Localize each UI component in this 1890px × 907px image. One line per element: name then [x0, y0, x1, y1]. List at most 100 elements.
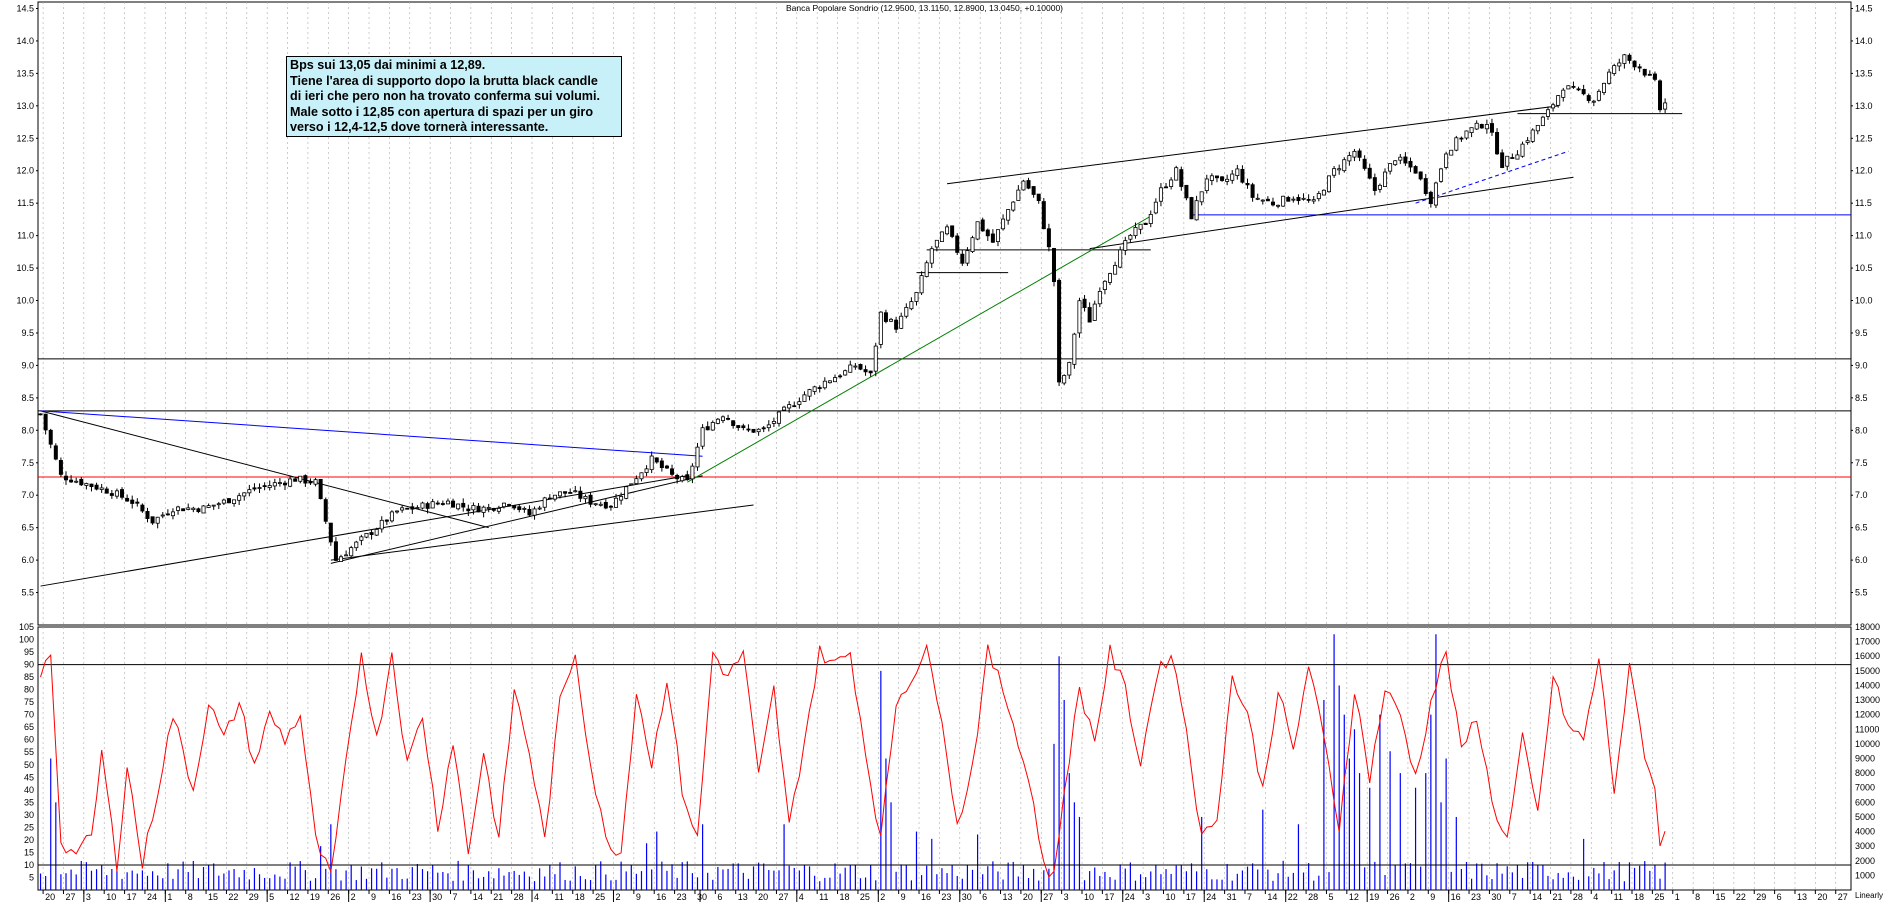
oscillator-tick: 75	[24, 697, 34, 707]
candle-body	[359, 536, 364, 541]
candle-body	[1551, 104, 1556, 109]
candle-body	[1316, 193, 1321, 200]
candle-body	[181, 508, 186, 512]
candle-body	[1265, 198, 1270, 202]
candle-body	[232, 499, 237, 504]
x-day-label: 9	[1430, 892, 1435, 902]
candle-body	[288, 478, 293, 487]
candle-body	[685, 474, 690, 481]
candle-body	[1108, 273, 1113, 283]
candle-body	[1433, 182, 1438, 206]
candle-body	[1326, 175, 1331, 193]
candle-body	[1515, 154, 1520, 160]
candle-body	[1006, 209, 1011, 221]
price-tick-right: 10.0	[1855, 296, 1873, 306]
candle-body	[710, 422, 715, 431]
price-tick-left: 11.0	[17, 231, 34, 241]
candle-body	[1500, 152, 1505, 168]
candle-body	[1581, 89, 1586, 95]
candle-body	[328, 522, 333, 543]
note-line: verso i 12,4-12,5 dove tornerà interessa…	[290, 120, 549, 134]
candle-body	[822, 380, 827, 389]
candle-body	[934, 239, 939, 248]
candle-body	[639, 472, 644, 480]
x-day-label: 6	[1777, 892, 1782, 902]
x-day-label: 30	[1491, 892, 1501, 902]
candle-body	[919, 275, 924, 294]
candle-body	[435, 502, 440, 505]
candle-body	[1240, 168, 1245, 183]
x-day-label: 4	[534, 892, 539, 902]
oscillator-tick: 100	[19, 635, 34, 645]
candle-body	[1250, 184, 1255, 198]
candle-body	[654, 457, 659, 463]
trendline	[687, 215, 1152, 483]
x-day-label: 15	[1715, 892, 1725, 902]
candle-body	[1143, 222, 1148, 226]
price-tick-left: 9.5	[21, 328, 34, 338]
price-panel-frame	[37, 1, 1852, 626]
x-day-label: 9	[901, 892, 906, 902]
candle-body	[1092, 303, 1097, 321]
candle-body	[945, 226, 950, 235]
x-day-label: 14	[1532, 892, 1542, 902]
candle-body	[491, 508, 496, 511]
price-tick-right: 6.0	[1855, 555, 1868, 565]
candle-body	[1454, 137, 1459, 151]
candle-body	[1337, 168, 1342, 171]
x-day-label: 1	[1675, 892, 1680, 902]
x-day-label: 3	[1064, 892, 1069, 902]
candle-body	[1097, 290, 1102, 305]
candle-body	[975, 221, 980, 240]
candle-body	[1306, 199, 1311, 201]
candle-body	[1627, 54, 1632, 61]
candle-body	[501, 502, 506, 508]
x-day-label: 22	[1736, 892, 1746, 902]
candle-body	[445, 500, 450, 505]
volume-tick: 15000	[1855, 666, 1880, 676]
candle-body	[125, 497, 130, 502]
price-tick-right: 9.0	[1855, 360, 1868, 370]
candle-body	[84, 483, 89, 486]
x-day-label: 16	[921, 892, 931, 902]
candle-body	[1113, 264, 1118, 275]
candle-body	[69, 479, 74, 483]
volume-tick: 12000	[1855, 710, 1880, 720]
candle-body	[1637, 66, 1642, 69]
candle-body	[1469, 127, 1474, 133]
candle-body	[145, 511, 150, 519]
candle-body	[807, 389, 812, 397]
candle-body	[333, 541, 338, 561]
candle-body	[318, 478, 323, 500]
price-tick-right: 10.5	[1855, 263, 1873, 273]
x-day-label: 7	[453, 892, 458, 902]
oscillator-tick: 10	[24, 860, 34, 870]
volume-tick: 5000	[1855, 812, 1875, 822]
candle-body	[1377, 184, 1382, 190]
candle-body	[1118, 249, 1123, 268]
oscillator-tick: 85	[24, 672, 34, 682]
volume-tick: 6000	[1855, 797, 1875, 807]
candle-body	[904, 307, 909, 317]
x-day-label: 22	[228, 892, 238, 902]
candle-body	[481, 506, 486, 513]
volume-tick: 9000	[1855, 754, 1875, 764]
x-day-label: 31	[1227, 892, 1237, 902]
trendline	[1089, 176, 1574, 250]
candle-body	[1174, 167, 1179, 181]
candle-body	[1530, 129, 1535, 142]
x-day-label: 7	[1247, 892, 1252, 902]
candle-body	[1057, 279, 1062, 383]
candle-body	[1413, 166, 1418, 174]
x-day-label: 27	[1838, 892, 1848, 902]
candle-body	[894, 319, 899, 330]
oscillator-tick: 90	[24, 660, 34, 670]
x-day-label: 5	[269, 892, 274, 902]
candle-body	[456, 503, 461, 510]
price-tick-left: 14.5	[16, 3, 34, 13]
price-tick-right: 13.5	[1855, 68, 1873, 78]
candle-body	[1647, 73, 1652, 76]
candle-body	[395, 510, 400, 513]
candle-body	[420, 502, 425, 509]
